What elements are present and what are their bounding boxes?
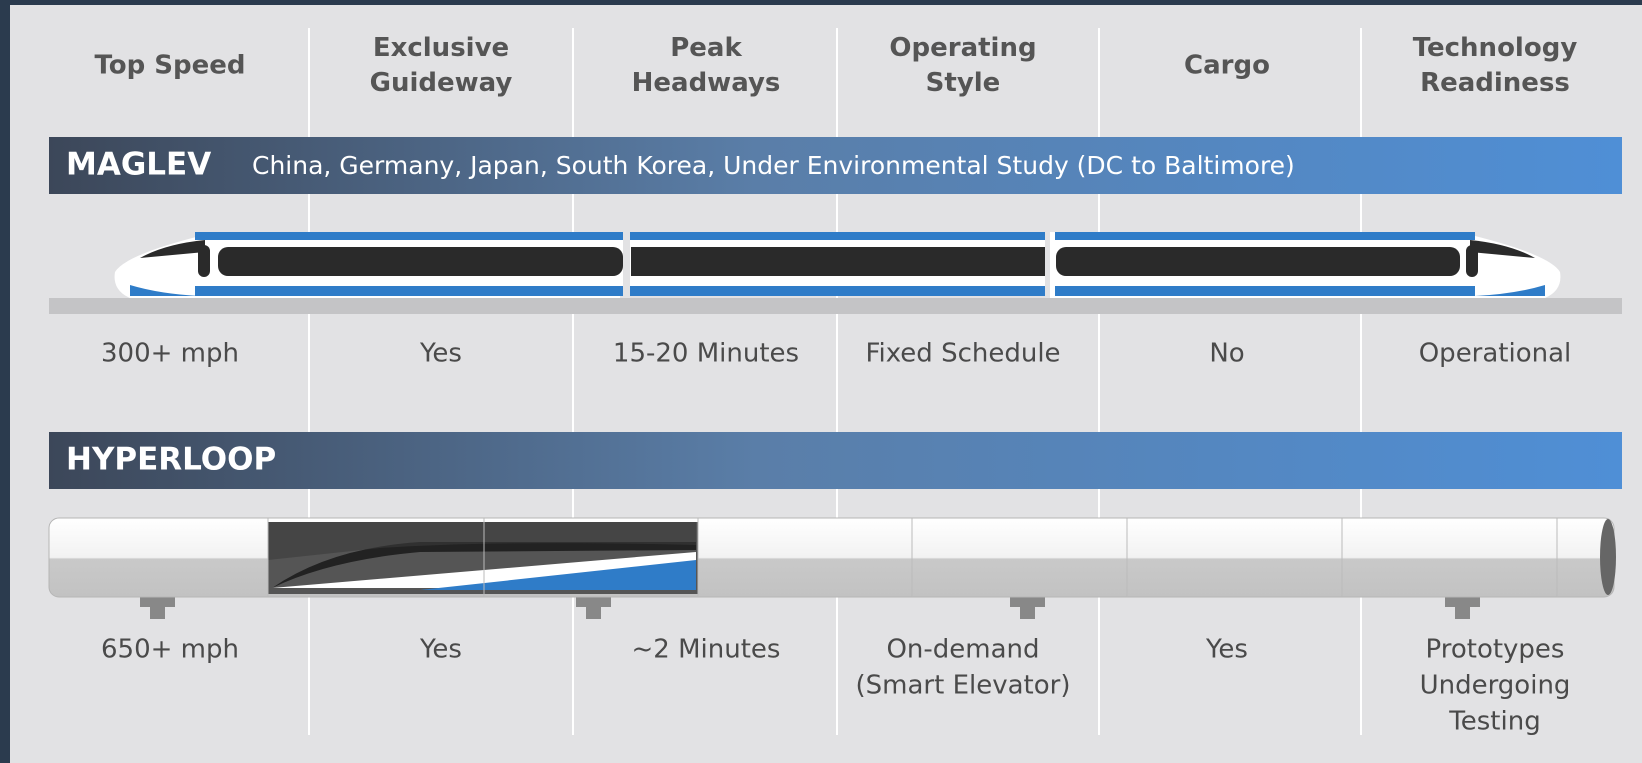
ground: [49, 298, 1622, 314]
maglev-value: No: [1209, 339, 1244, 369]
hyperloop-value: On-demand: [886, 635, 1039, 665]
hyperloop-value: Yes: [1205, 635, 1248, 665]
maglev-value: Operational: [1419, 339, 1572, 369]
maglev-train: [114, 232, 1561, 298]
column-header: Style: [926, 68, 1001, 98]
maglev-value: 15-20 Minutes: [613, 339, 799, 369]
column-header: Readiness: [1420, 68, 1570, 98]
maglev-locations: China, Germany, Japan, South Korea, Unde…: [252, 151, 1295, 180]
hyperloop-value: Testing: [1448, 707, 1540, 737]
hyperloop-value: ~2 Minutes: [632, 635, 781, 665]
maglev-value: 300+ mph: [101, 339, 239, 369]
hyperloop-value: Yes: [419, 635, 462, 665]
column-header: Operating: [889, 33, 1036, 63]
hyperloop-value: Undergoing: [1420, 671, 1571, 701]
maglev-label: MAGLEV: [66, 147, 211, 183]
panel: [10, 5, 1642, 763]
hyperloop-tube: [48, 517, 1616, 619]
column-header: Guideway: [370, 68, 513, 98]
maglev-value: Fixed Schedule: [865, 339, 1060, 369]
maglev-value: Yes: [419, 339, 462, 369]
hyperloop-label: HYPERLOOP: [66, 442, 276, 478]
column-header: Cargo: [1184, 51, 1270, 81]
column-header: Headways: [632, 68, 781, 98]
column-header: Peak: [670, 33, 742, 63]
maglev-band: [49, 137, 1622, 194]
column-header: Technology: [1413, 33, 1578, 63]
hyperloop-band: [49, 432, 1622, 489]
column-header: Exclusive: [373, 33, 509, 63]
column-header: Top Speed: [94, 51, 245, 81]
hyperloop-value: 650+ mph: [101, 635, 239, 665]
hyperloop-value: (Smart Elevator): [856, 671, 1071, 701]
hyperloop-value: Prototypes: [1426, 635, 1565, 665]
